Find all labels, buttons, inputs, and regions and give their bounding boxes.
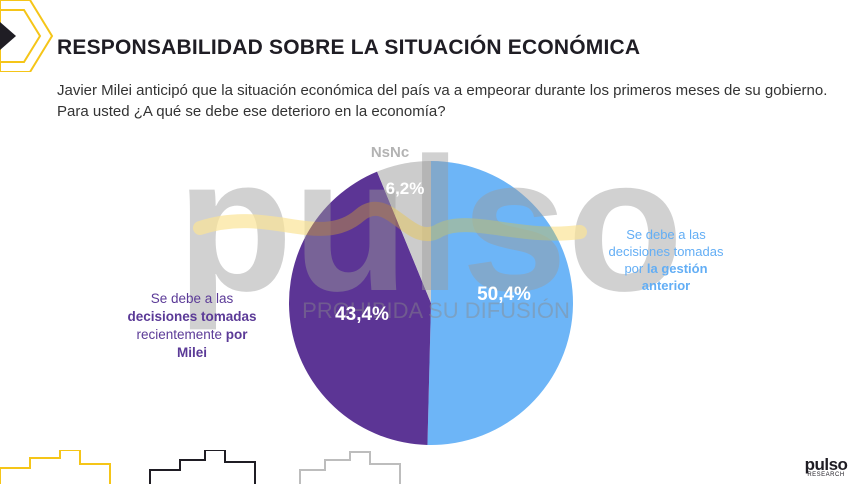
corner-decoration xyxy=(0,0,54,72)
label-milei: Se debe a las decisiones tomadas recient… xyxy=(127,291,257,360)
watermark-caption: PROHIBIDA SU DIFUSIÓN xyxy=(302,298,570,323)
watermark-word: pulso xyxy=(177,119,684,331)
watermark-wave xyxy=(193,201,587,242)
label-nsnc: NsNc xyxy=(370,144,410,161)
pie-slice-0 xyxy=(427,161,574,446)
page-title: RESPONSABILIDAD SOBRE LA SITUACIÓN ECONÓ… xyxy=(57,36,641,59)
pie-slice-1 xyxy=(289,171,431,445)
slice-value-label-1: 43,4% xyxy=(335,304,389,325)
survey-question: Javier Milei anticipó que la situación e… xyxy=(57,82,828,120)
pulso-logo: pulso RESEARCH xyxy=(804,455,848,478)
slice-value-label-0: 50,4% xyxy=(477,284,531,305)
slice-value-label-2: 6,2% xyxy=(386,179,425,198)
label-gestion-anterior: Se debe a las decisiones tomadas por la … xyxy=(608,227,724,293)
pie-slice-2 xyxy=(377,161,431,303)
footer-decoration xyxy=(0,450,401,484)
